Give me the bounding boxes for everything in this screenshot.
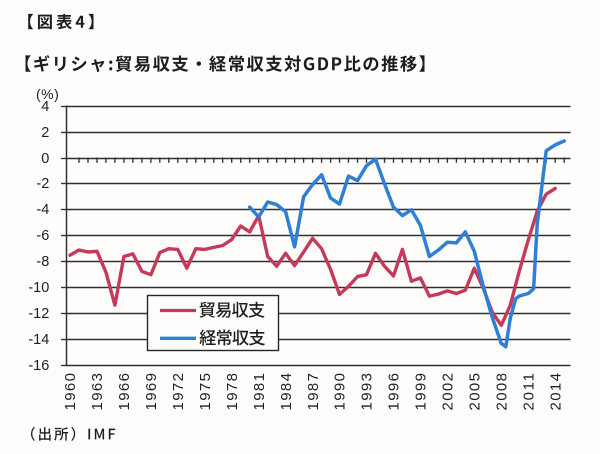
svg-text:1975: 1975 (197, 373, 214, 411)
svg-text:-8: -8 (36, 254, 49, 270)
svg-text:1963: 1963 (89, 373, 106, 411)
svg-text:1966: 1966 (116, 373, 133, 411)
svg-text:2014: 2014 (547, 373, 564, 411)
svg-text:4: 4 (41, 99, 49, 115)
svg-text:-14: -14 (28, 332, 49, 348)
svg-text:(%): (%) (36, 86, 59, 102)
svg-text:1969: 1969 (143, 373, 160, 411)
svg-text:2008: 2008 (494, 373, 511, 411)
svg-text:2: 2 (41, 125, 49, 141)
svg-text:1984: 1984 (278, 373, 295, 411)
svg-text:1990: 1990 (332, 373, 349, 411)
svg-text:1960: 1960 (62, 373, 79, 411)
svg-text:2011: 2011 (520, 373, 537, 411)
svg-text:-12: -12 (28, 306, 49, 322)
svg-text:1978: 1978 (224, 373, 241, 411)
svg-text:1987: 1987 (305, 373, 322, 411)
svg-text:-6: -6 (36, 228, 49, 244)
svg-text:2005: 2005 (467, 373, 484, 411)
svg-text:1999: 1999 (413, 373, 430, 411)
svg-text:1996: 1996 (386, 373, 403, 411)
svg-text:-10: -10 (28, 280, 49, 296)
svg-text:-4: -4 (36, 202, 49, 218)
svg-text:2002: 2002 (440, 373, 457, 411)
svg-text:0: 0 (41, 151, 49, 167)
svg-text:1993: 1993 (359, 373, 376, 411)
svg-text:1972: 1972 (170, 373, 187, 411)
svg-text:1981: 1981 (251, 373, 268, 411)
svg-text:-16: -16 (28, 358, 49, 374)
svg-text:-2: -2 (36, 176, 49, 192)
